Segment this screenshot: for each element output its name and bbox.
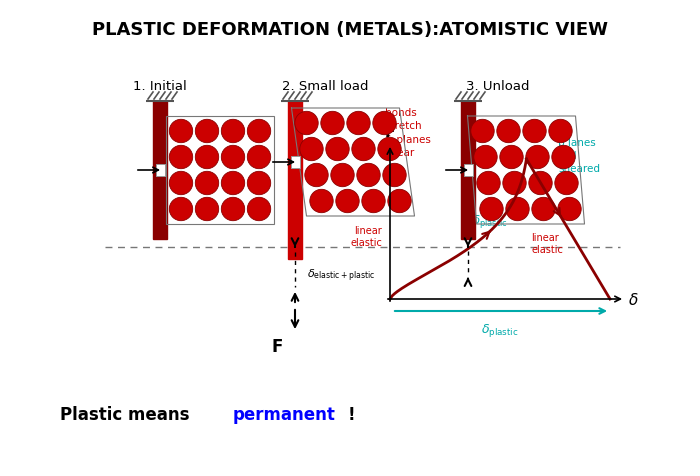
Circle shape [295, 112, 318, 135]
Circle shape [300, 138, 323, 161]
Bar [155, 165, 164, 177]
Circle shape [304, 164, 328, 188]
Bar [166, 117, 274, 225]
Circle shape [221, 146, 245, 169]
Bar [461, 102, 475, 239]
Circle shape [321, 112, 344, 135]
Circle shape [357, 164, 380, 188]
Bar [288, 102, 302, 259]
Bar [463, 165, 473, 177]
Circle shape [247, 120, 271, 143]
Text: linear
elastic: linear elastic [350, 225, 382, 248]
Circle shape [247, 146, 271, 169]
Circle shape [477, 172, 500, 195]
Circle shape [346, 112, 370, 135]
Circle shape [383, 164, 406, 188]
Circle shape [221, 198, 245, 221]
Circle shape [195, 120, 218, 143]
Circle shape [523, 120, 546, 143]
Circle shape [169, 146, 193, 169]
Circle shape [555, 172, 578, 195]
Circle shape [247, 172, 271, 195]
Circle shape [500, 146, 523, 169]
Circle shape [503, 172, 526, 195]
Circle shape [532, 198, 555, 221]
Circle shape [169, 172, 193, 195]
Text: 3. Unload: 3. Unload [466, 79, 530, 92]
Text: permanent: permanent [233, 405, 336, 423]
Text: $\delta_\mathrm{plastic}$: $\delta_\mathrm{plastic}$ [481, 321, 519, 338]
Circle shape [528, 172, 552, 195]
Text: $\delta_\mathrm{plastic}$: $\delta_\mathrm{plastic}$ [472, 213, 507, 229]
Circle shape [195, 172, 218, 195]
Circle shape [247, 198, 271, 221]
Circle shape [373, 112, 396, 135]
Circle shape [506, 198, 529, 221]
Circle shape [471, 120, 494, 143]
Circle shape [362, 190, 385, 213]
Circle shape [331, 164, 354, 188]
Text: !: ! [348, 405, 356, 423]
Circle shape [336, 190, 359, 213]
Text: F: F [272, 337, 283, 355]
Circle shape [195, 146, 218, 169]
Text: $\delta_\mathrm{elastic + plastic}$: $\delta_\mathrm{elastic + plastic}$ [307, 268, 375, 284]
Circle shape [326, 138, 349, 161]
Text: 1. Initial: 1. Initial [133, 79, 187, 92]
Circle shape [378, 138, 401, 161]
Circle shape [169, 198, 193, 221]
Text: F: F [385, 125, 396, 140]
Circle shape [388, 190, 411, 213]
Circle shape [526, 146, 550, 169]
Circle shape [558, 198, 581, 221]
Circle shape [549, 120, 572, 143]
Text: p lanes
still
sheared: p lanes still sheared [558, 138, 600, 174]
Circle shape [480, 198, 503, 221]
Text: $\delta$: $\delta$ [628, 291, 638, 307]
Bar [290, 157, 300, 169]
Circle shape [474, 146, 497, 169]
Circle shape [195, 198, 218, 221]
Text: Plastic means: Plastic means [60, 405, 195, 423]
Text: linear
elastic: linear elastic [531, 232, 564, 255]
Circle shape [169, 120, 193, 143]
Circle shape [310, 190, 333, 213]
Circle shape [221, 172, 245, 195]
Text: 2. Small load: 2. Small load [281, 79, 368, 92]
Circle shape [352, 138, 375, 161]
Circle shape [221, 120, 245, 143]
Circle shape [552, 146, 575, 169]
Text: PLASTIC DEFORMATION (METALS):ATOMISTIC VIEW: PLASTIC DEFORMATION (METALS):ATOMISTIC V… [92, 21, 608, 39]
Text: bonds
stretch
& planes
shear: bonds stretch & planes shear [385, 108, 431, 158]
Bar [153, 102, 167, 239]
Circle shape [497, 120, 520, 143]
